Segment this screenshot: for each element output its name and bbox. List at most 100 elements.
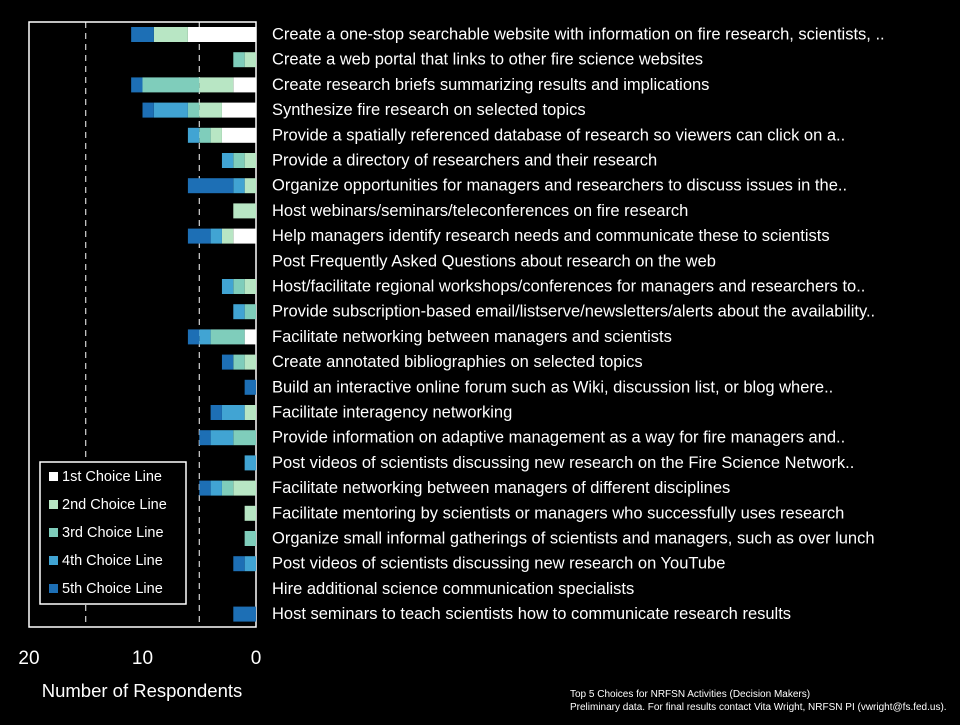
bar-segment — [199, 127, 211, 143]
legend-entry: 5th Choice Line — [62, 581, 163, 597]
category-label: Provide subscription-based email/listser… — [272, 303, 875, 321]
x-axis-label: Number of Respondents — [42, 680, 243, 701]
bar-segment — [131, 77, 143, 93]
bar-segment — [199, 329, 211, 345]
bar-segment — [244, 153, 256, 168]
bar-segment — [244, 531, 256, 546]
footnote-contact: Preliminary data. For final results cont… — [570, 702, 947, 713]
category-label: Host webinars/seminars/teleconferences o… — [272, 202, 688, 220]
legend-swatch — [49, 500, 58, 509]
bar-segment — [233, 304, 245, 320]
bar-segment — [221, 228, 234, 244]
category-label: Provide a spatially referenced database … — [272, 126, 845, 144]
bar-segment — [233, 228, 256, 244]
category-label: Facilitate networking between managers o… — [272, 479, 730, 497]
bar-segment — [244, 455, 256, 471]
bar-segment — [210, 329, 245, 345]
category-label: Synthesize fire research on selected top… — [272, 101, 586, 119]
bar-segment — [244, 405, 256, 420]
bar-segment — [221, 153, 234, 168]
bar-segment — [233, 153, 245, 168]
bar-segment — [142, 77, 200, 93]
bar-segment — [244, 329, 256, 345]
bar-segment — [210, 405, 222, 420]
category-label: Help managers identify research needs an… — [272, 227, 830, 245]
legend-swatch — [49, 528, 58, 537]
bar-segment — [153, 27, 188, 42]
bar-segment — [221, 127, 256, 143]
bar-segment — [244, 52, 256, 68]
plot-frame — [28, 21, 257, 628]
category-label: Create a one-stop searchable website wit… — [272, 26, 885, 44]
x-tick-label: 0 — [251, 648, 262, 669]
category-label: Create a web portal that links to other … — [272, 51, 703, 69]
category-label: Provide a directory of researchers and t… — [272, 152, 657, 170]
category-label: Facilitate interagency networking — [272, 404, 512, 422]
bar-segment — [221, 354, 234, 370]
legend-swatch — [49, 584, 58, 593]
bar-segment — [233, 178, 245, 194]
bar-segment — [244, 279, 256, 294]
footnote: Top 5 Choices for NRFSN Activities (Deci… — [570, 688, 947, 714]
bar-segment — [142, 102, 154, 118]
category-label: Build an interactive online forum such a… — [272, 378, 833, 396]
bar-segment — [233, 52, 245, 68]
bar-segment — [233, 480, 256, 496]
bar-segment — [244, 505, 256, 521]
legend-entry: 2nd Choice Line — [62, 497, 167, 513]
x-tick-label: 10 — [132, 648, 153, 669]
bar-segment — [131, 27, 154, 42]
legend-entry: 1st Choice Line — [62, 469, 162, 485]
category-label: Post videos of scientists discussing new… — [272, 555, 725, 573]
bar-segment — [187, 127, 200, 143]
legend-swatch — [49, 556, 58, 565]
category-label: Hire additional science communication sp… — [272, 580, 634, 598]
category-label: Create research briefs summarizing resul… — [272, 76, 709, 94]
category-label: Host seminars to teach scientists how to… — [272, 605, 791, 623]
category-label: Provide information on adaptive manageme… — [272, 429, 845, 447]
bar-segment — [233, 77, 256, 93]
bar-segment — [244, 304, 256, 320]
bar-segment — [187, 228, 211, 244]
bar-segment — [244, 556, 256, 572]
category-label: Facilitate networking between managers a… — [272, 328, 672, 346]
category-label: Host/facilitate regional workshops/confe… — [272, 278, 865, 296]
bar-segment — [233, 430, 256, 446]
bar-segment — [187, 27, 256, 42]
legend-entry: 4th Choice Line — [62, 553, 163, 569]
category-label: Organize opportunities for managers and … — [272, 177, 847, 195]
category-label: Create annotated bibliographies on selec… — [272, 353, 643, 371]
bar-segment — [210, 430, 234, 446]
bar-segment — [153, 102, 188, 118]
category-label: Post videos of scientists discussing new… — [272, 454, 854, 472]
bar-segment — [244, 178, 256, 194]
x-tick-label: 20 — [18, 648, 39, 669]
bar-segment — [199, 77, 234, 93]
category-label: Facilitate mentoring by scientists or ma… — [272, 504, 844, 522]
bar-segment — [187, 178, 234, 194]
bar-segment — [221, 480, 234, 496]
bar-segment — [221, 102, 256, 118]
bar-segment — [233, 556, 245, 572]
footnote-title: Top 5 Choices for NRFSN Activities (Deci… — [570, 689, 811, 700]
bar-segment — [233, 354, 245, 370]
bar-segment — [221, 405, 245, 420]
category-label: Post Frequently Asked Questions about re… — [272, 252, 716, 270]
bar-segment — [221, 279, 234, 294]
bar-segment — [210, 228, 222, 244]
bar-segment — [233, 279, 245, 294]
bar-segment — [244, 354, 256, 370]
bar-segment — [233, 606, 256, 622]
bar-segment — [187, 329, 200, 345]
bar-segment — [199, 102, 222, 118]
category-label: Organize small informal gatherings of sc… — [272, 530, 875, 548]
legend-entry: 3rd Choice Line — [62, 525, 164, 541]
legend-swatch — [49, 472, 58, 481]
bar-segment — [244, 379, 256, 395]
bar-segment — [187, 102, 200, 118]
bar-segment — [199, 480, 211, 496]
bar-segment — [210, 127, 222, 143]
bar-segment — [210, 480, 222, 496]
